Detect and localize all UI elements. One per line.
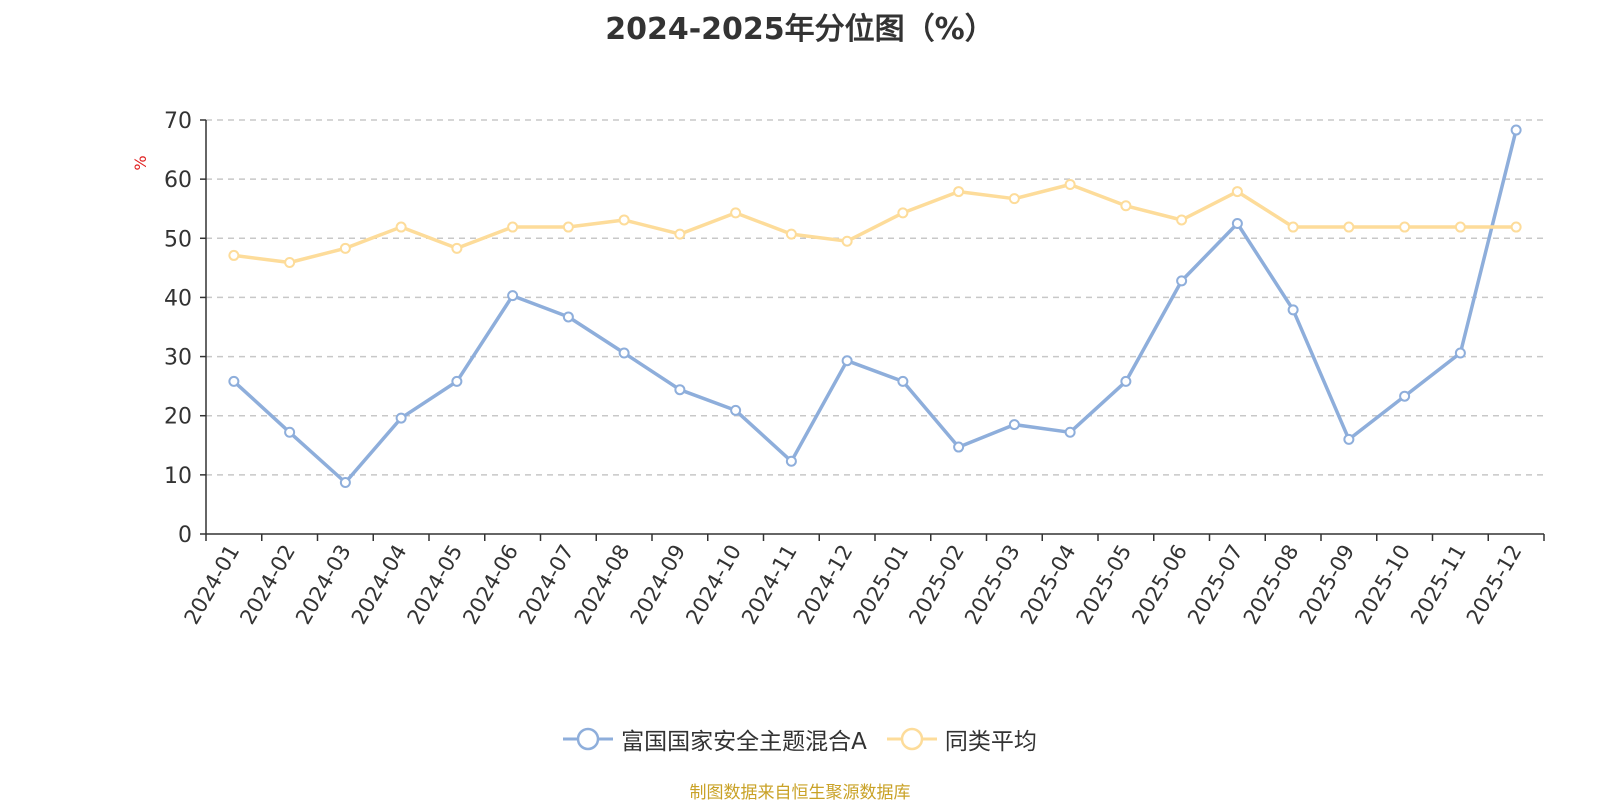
data-point bbox=[1120, 200, 1132, 212]
data-point bbox=[228, 249, 240, 261]
data-point bbox=[1120, 375, 1132, 387]
x-tick-label: 2024-06 bbox=[458, 541, 523, 629]
grid-lines bbox=[206, 119, 1544, 476]
x-tick-label: 2024-11 bbox=[737, 541, 802, 629]
data-point bbox=[1064, 178, 1076, 190]
data-point bbox=[1510, 124, 1522, 136]
x-tick-label: 2025-03 bbox=[960, 541, 1025, 629]
x-tick-label: 2025-11 bbox=[1406, 541, 1471, 629]
x-tick-label: 2024-03 bbox=[291, 541, 356, 629]
data-point bbox=[953, 441, 965, 453]
x-tick-label: 2025-07 bbox=[1183, 541, 1248, 629]
series-line bbox=[233, 182, 1517, 265]
data-point bbox=[1399, 221, 1411, 233]
data-point bbox=[897, 207, 909, 219]
legend-item-1[interactable]: 同类平均 bbox=[886, 722, 1037, 756]
data-point bbox=[1008, 193, 1020, 205]
legend: 富国国家安全主题混合A 同类平均 bbox=[0, 722, 1600, 756]
series-lines bbox=[228, 124, 1522, 489]
data-point bbox=[1231, 186, 1243, 198]
axes: 0102030405060702024-012024-022024-032024… bbox=[164, 109, 1545, 629]
x-tick-label: 2025-08 bbox=[1239, 541, 1304, 629]
data-point bbox=[1454, 347, 1466, 359]
x-tick-label: 2025-10 bbox=[1350, 541, 1415, 629]
data-point bbox=[562, 311, 574, 323]
x-tick-label: 2024-07 bbox=[514, 541, 579, 629]
y-axis-unit-label: % bbox=[131, 155, 150, 170]
y-tick-label: 40 bbox=[164, 286, 192, 311]
data-point bbox=[451, 242, 463, 254]
x-tick-label: 2025-05 bbox=[1072, 541, 1137, 629]
data-point bbox=[562, 221, 574, 233]
data-point bbox=[228, 375, 240, 387]
x-tick-label: 2024-10 bbox=[681, 541, 746, 629]
legend-swatch-icon bbox=[563, 727, 614, 751]
data-point bbox=[953, 186, 965, 198]
data-point bbox=[730, 404, 742, 416]
data-point bbox=[507, 221, 519, 233]
data-point bbox=[1454, 221, 1466, 233]
series-0 bbox=[228, 124, 1522, 489]
x-tick-label: 2025-04 bbox=[1016, 541, 1081, 629]
data-point bbox=[841, 355, 853, 367]
data-source-note: 制图数据来自恒生聚源数据库 bbox=[689, 783, 911, 803]
y-tick-label: 70 bbox=[164, 109, 192, 134]
data-point bbox=[618, 347, 630, 359]
data-point bbox=[339, 242, 351, 254]
y-tick-label: 20 bbox=[164, 405, 192, 430]
data-point bbox=[674, 384, 686, 396]
data-point bbox=[785, 228, 797, 240]
data-point bbox=[1510, 221, 1522, 233]
x-tick-label: 2025-02 bbox=[904, 541, 969, 629]
data-point bbox=[1287, 304, 1299, 316]
data-point bbox=[1399, 390, 1411, 402]
data-point bbox=[507, 290, 519, 302]
y-tick-label: 10 bbox=[164, 464, 192, 489]
x-tick-label: 2024-05 bbox=[403, 541, 468, 629]
y-tick-label: 30 bbox=[164, 346, 192, 371]
legend-label: 同类平均 bbox=[944, 729, 1037, 755]
data-point bbox=[1008, 419, 1020, 431]
legend-item-0[interactable]: 富国国家安全主题混合A bbox=[563, 722, 867, 756]
data-point bbox=[1176, 214, 1188, 226]
x-tick-label: 2025-09 bbox=[1295, 541, 1360, 629]
data-point bbox=[618, 214, 630, 226]
data-point bbox=[395, 221, 407, 233]
x-tick-label: 2024-02 bbox=[235, 541, 300, 629]
chart-title: 2024-2025年分位图（%） bbox=[605, 12, 995, 47]
data-point bbox=[1064, 426, 1076, 438]
data-point bbox=[841, 235, 853, 247]
legend-swatch-icon bbox=[886, 727, 937, 751]
data-point bbox=[785, 455, 797, 467]
data-point bbox=[284, 426, 296, 438]
data-point bbox=[395, 412, 407, 424]
data-point bbox=[897, 375, 909, 387]
data-point bbox=[674, 228, 686, 240]
data-point bbox=[730, 207, 742, 219]
x-tick-label: 2025-06 bbox=[1127, 541, 1192, 629]
data-point bbox=[451, 375, 463, 387]
data-point bbox=[1231, 218, 1243, 229]
data-point bbox=[284, 257, 296, 269]
x-tick-label: 2024-01 bbox=[180, 541, 245, 629]
x-tick-label: 2025-01 bbox=[849, 541, 914, 629]
data-point bbox=[1287, 221, 1299, 233]
y-tick-label: 50 bbox=[164, 227, 192, 252]
x-tick-label: 2025-12 bbox=[1462, 541, 1527, 629]
legend-label: 富国国家安全主题混合A bbox=[621, 729, 867, 755]
y-tick-label: 0 bbox=[178, 523, 192, 548]
data-point bbox=[1343, 221, 1355, 233]
data-point bbox=[1343, 433, 1355, 445]
y-tick-label: 60 bbox=[164, 168, 192, 193]
x-tick-label: 2024-09 bbox=[626, 541, 691, 629]
x-tick-label: 2024-12 bbox=[793, 541, 858, 629]
x-tick-label: 2024-04 bbox=[347, 541, 412, 629]
data-point bbox=[339, 477, 351, 489]
series-1 bbox=[228, 178, 1522, 269]
series-line bbox=[232, 129, 1518, 485]
data-point bbox=[1176, 275, 1188, 287]
x-tick-label: 2024-08 bbox=[570, 541, 635, 629]
